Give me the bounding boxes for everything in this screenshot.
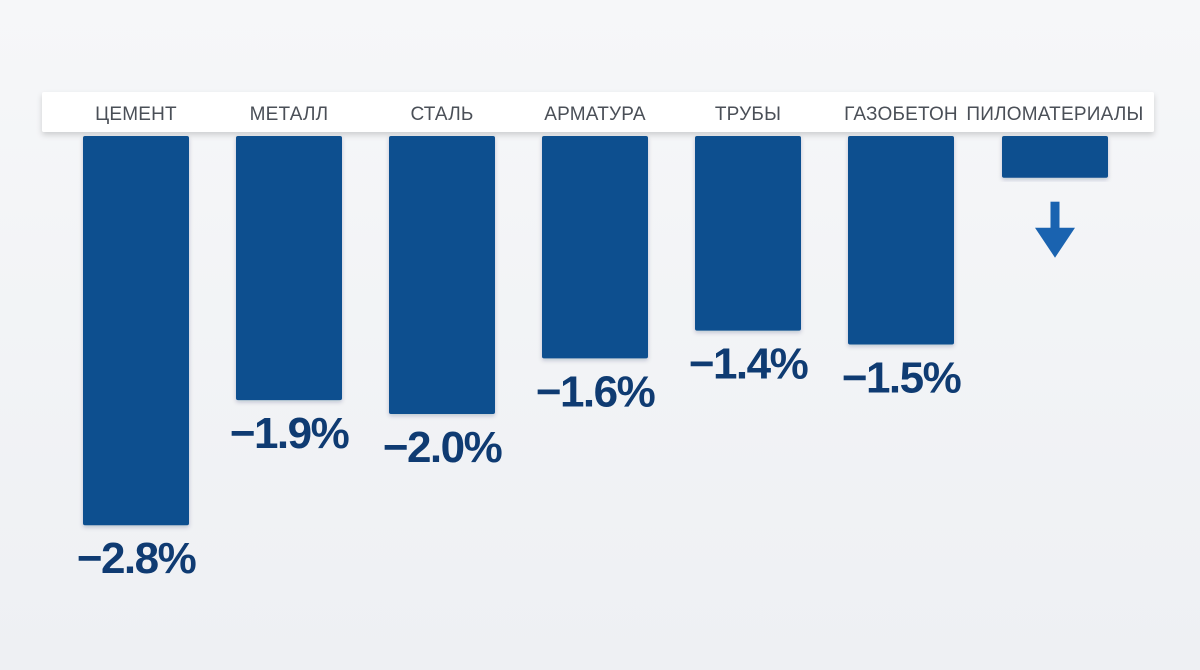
bars-layer xyxy=(83,136,1108,526)
value-label-1: −2.8% xyxy=(77,534,196,583)
category-label-7: ПИЛОМАТЕРИАЛЫ xyxy=(966,104,1143,125)
category-label-2: МЕТАЛЛ xyxy=(250,104,329,125)
value-label-2: −1.9% xyxy=(230,409,349,458)
arrow-down-shaft xyxy=(1050,201,1060,232)
bar-2 xyxy=(236,136,342,401)
bar-4 xyxy=(542,136,648,359)
labels-layer: ЦЕМЕНТ −2.8% МЕТАЛЛ −1.9% СТАЛЬ −2.0% АРМАТУРА… xyxy=(77,104,1144,583)
category-label-4: АРМАТУРА xyxy=(544,104,646,125)
value-label-5: −1.4% xyxy=(689,340,808,389)
category-label-1: ЦЕМЕНТ xyxy=(95,104,177,125)
bar-6 xyxy=(848,136,954,345)
bar-5 xyxy=(695,136,801,331)
bar-1 xyxy=(83,136,189,526)
category-label-5: ТРУБЫ xyxy=(715,104,781,125)
value-label-6: −1.5% xyxy=(842,354,961,403)
bar-7 xyxy=(1002,136,1108,178)
category-label-6: ГАЗОБЕТОН xyxy=(844,104,958,125)
value-label-3: −2.0% xyxy=(383,423,502,472)
value-label-4: −1.6% xyxy=(536,367,655,416)
arrow-down-head xyxy=(1035,227,1075,258)
bar-3 xyxy=(389,136,495,414)
category-label-3: СТАЛЬ xyxy=(410,104,473,125)
arrow-down-icon xyxy=(1035,201,1075,258)
category-header-band xyxy=(42,92,1154,132)
